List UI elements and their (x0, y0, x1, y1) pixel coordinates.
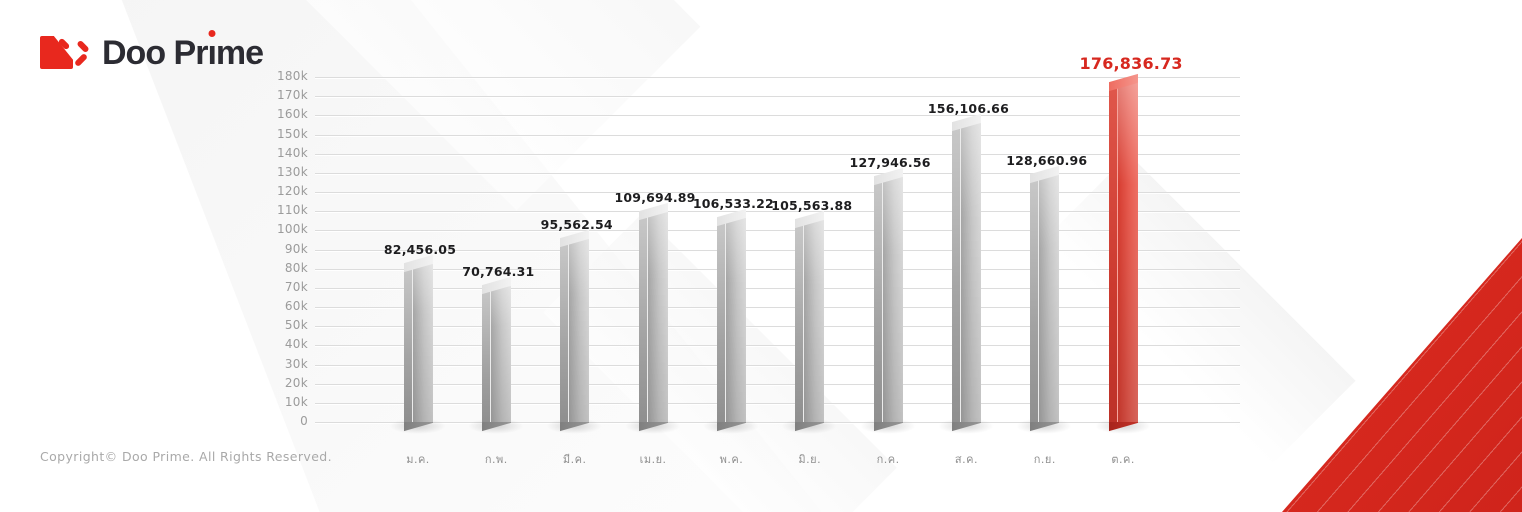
bar-value-label: 82,456.05 (383, 241, 457, 257)
x-tick-label: มิ.ย. (798, 453, 822, 466)
y-tick-label: 10k (284, 394, 308, 409)
bar-front-face (568, 238, 590, 422)
bar-front-face (959, 122, 981, 422)
bar-column (1094, 0, 1151, 512)
y-tick-label: 50k (284, 318, 308, 333)
x-tick-label: ก.ย. (1033, 453, 1056, 466)
y-tick-label: 160k (276, 107, 308, 122)
bar-column (546, 0, 603, 512)
bar-value-label: 105,563.88 (771, 197, 853, 213)
gridline (315, 326, 1240, 328)
bar-column (937, 0, 994, 512)
logo-chevron-top (76, 39, 90, 54)
bar-side-face (1030, 175, 1039, 422)
bar-front-face (646, 211, 668, 422)
bar-value-label: 127,946.56 (849, 154, 931, 170)
logo-i-dot (208, 30, 216, 37)
bar-side-face (1108, 83, 1117, 422)
bar-value-label: 128,660.96 (1006, 153, 1088, 169)
gridline (315, 364, 1240, 366)
bar-column (624, 0, 681, 512)
bar-column (859, 0, 916, 512)
gridline (315, 402, 1240, 404)
bar-side-face (951, 122, 960, 422)
bar-column (467, 0, 524, 512)
bar-front-face (803, 219, 825, 422)
gridline (315, 287, 1240, 289)
bar-side-face (638, 211, 647, 422)
bar-value-label: 109,694.89 (614, 189, 696, 205)
y-tick-label: 120k (276, 184, 308, 198)
x-tick-label: ก.พ. (484, 453, 508, 466)
x-tick-label: ก.ค. (876, 453, 900, 466)
doo-prime-logo-icon (40, 34, 92, 72)
bar-front-face (489, 286, 511, 422)
y-tick-label: 40k (284, 337, 308, 352)
gridline (315, 307, 1240, 308)
y-tick-label: 140k (276, 145, 308, 160)
x-tick-label: พ.ค. (719, 453, 744, 466)
y-tick-label: 150k (276, 126, 308, 141)
bar-side-face (795, 219, 804, 422)
gridline (315, 172, 1240, 174)
bar-side-face (716, 217, 725, 422)
y-tick-label: 130k (276, 164, 308, 179)
gridline (315, 230, 1240, 232)
gridline (315, 115, 1240, 117)
x-tick-label: มี.ค. (562, 453, 587, 466)
y-tick-label: 110k (276, 203, 308, 218)
y-tick-label: 20k (284, 375, 308, 390)
bar-column (1016, 0, 1073, 512)
gridline (315, 96, 1240, 98)
bar-side-face (481, 286, 490, 422)
bar-front-face (411, 263, 433, 422)
gridline (315, 345, 1240, 347)
y-tick-label: 60k (284, 299, 308, 313)
x-tick-label: ม.ค. (406, 453, 430, 466)
gridline (315, 268, 1240, 270)
y-tick-label: 90k (284, 241, 308, 256)
copyright-text: Copyright© Doo Prime. All Rights Reserve… (40, 449, 333, 464)
doo-prime-logo: Doo Prı me (40, 30, 264, 72)
y-tick-label: 170k (276, 88, 308, 103)
logo-chevron-bottom (73, 52, 89, 68)
bar-value-label: 156,106.66 (927, 100, 1009, 116)
gridline (315, 153, 1240, 155)
y-tick-label: 70k (284, 279, 308, 294)
y-tick-label: 30k (284, 356, 308, 371)
bar-front-face (1038, 175, 1060, 422)
y-tick-label: 0 (300, 414, 308, 428)
x-tick-label: ส.ค. (954, 453, 978, 466)
bar-side-face (560, 238, 569, 422)
bar-column (781, 0, 838, 512)
brand-name: Doo Prı me (102, 30, 264, 72)
bar-front-face (724, 217, 746, 422)
gridline (315, 77, 1240, 78)
bar-front-face (881, 176, 903, 422)
bar-value-label: 106,533.22 (692, 195, 774, 211)
bar-value-label: 70,764.31 (462, 264, 535, 280)
gridline (315, 134, 1240, 136)
y-tick-label: 80k (284, 260, 308, 275)
bar-value-label: 176,836.73 (1079, 54, 1183, 74)
x-tick-label: ต.ค. (1111, 453, 1135, 466)
bar-side-face (873, 176, 882, 422)
bar-front-face (1116, 83, 1138, 422)
bar-column (702, 0, 759, 512)
gridline (315, 383, 1240, 385)
bar-value-label: 95,562.54 (540, 216, 613, 232)
y-tick-label: 100k (276, 222, 308, 237)
bar-side-face (403, 263, 412, 422)
gridline (315, 192, 1240, 193)
x-tick-label: เม.ย. (639, 453, 667, 466)
